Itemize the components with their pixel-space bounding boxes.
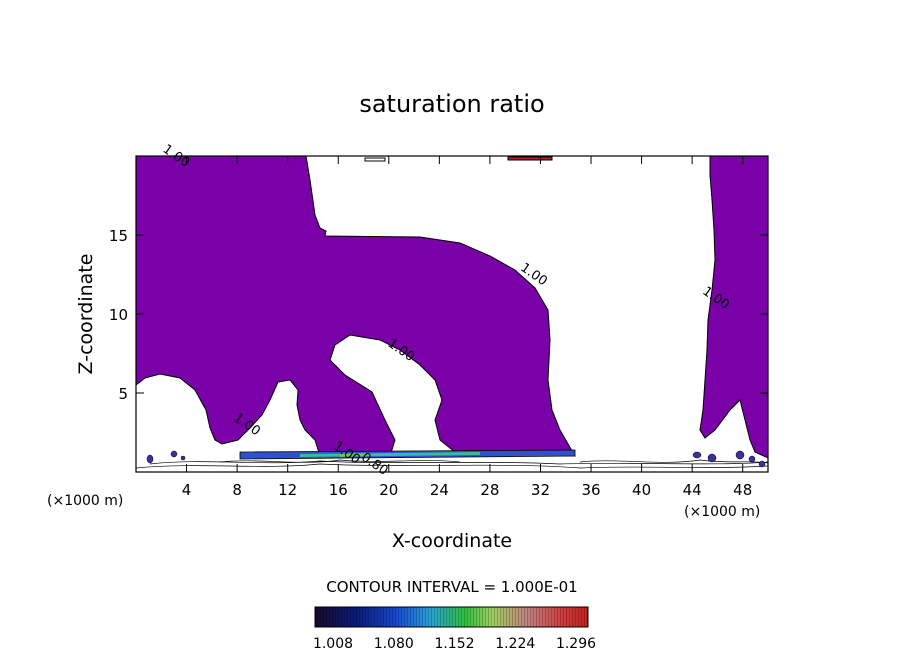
small-cells: [146, 450, 766, 468]
x-tick-label: 8: [232, 481, 242, 499]
contour-fill-layer: [136, 156, 768, 469]
x-unit-label: (×1000 m): [47, 493, 123, 509]
x-tick-label: 20: [379, 481, 398, 499]
colorbar-tick-labels: 1.008 1.080 1.152 1.224 1.296: [313, 636, 596, 652]
x-tick-label: 16: [329, 481, 348, 499]
supersaturated-region-main: [136, 156, 576, 457]
y-tick-label: 10: [109, 306, 128, 324]
colorbar-tick-label: 1.080: [374, 636, 414, 652]
x-tick-label: 24: [430, 481, 449, 499]
x-tick-label: 36: [581, 481, 600, 499]
supersaturated-region-right: [699, 156, 768, 459]
x-tick-label: 4: [182, 481, 192, 499]
y-axis: 5 10 15: [109, 227, 768, 403]
x-unit-label-right: (×1000 m): [684, 504, 760, 520]
x-tick-label: 44: [683, 481, 702, 499]
colorbar-tick-label: 1.008: [313, 636, 353, 652]
near-surface-contours: [136, 459, 768, 469]
chart-title: saturation ratio: [359, 90, 544, 118]
y-tick-label: 5: [118, 385, 128, 403]
y-axis-title: Z-coordinate: [75, 254, 97, 375]
x-tick-label: 48: [733, 481, 752, 499]
top-strip-2: [507, 156, 553, 161]
colorbar-stripes: [315, 607, 588, 627]
top-strip-1: [364, 157, 386, 162]
x-axis-title: X-coordinate: [392, 530, 512, 552]
x-tick-label: 40: [632, 481, 651, 499]
low-level-band-peak: [340, 453, 370, 457]
colorbar-tick-label: 1.224: [495, 636, 535, 652]
contour-interval-label: CONTOUR INTERVAL = 1.000E-01: [326, 578, 577, 596]
colorbar-frame: [314, 606, 589, 628]
x-tick-label: 28: [480, 481, 499, 499]
colorbar: [314, 606, 589, 628]
y-tick-label: 15: [109, 227, 128, 245]
colorbar-tick-label: 1.296: [556, 636, 596, 652]
colorbar-tick-label: 1.152: [434, 636, 474, 652]
x-tick-label: 12: [278, 481, 297, 499]
x-tick-label: 32: [531, 481, 550, 499]
x-axis: 4 8 12 16 20 24 28 32 36 40 44 48: [182, 156, 752, 499]
